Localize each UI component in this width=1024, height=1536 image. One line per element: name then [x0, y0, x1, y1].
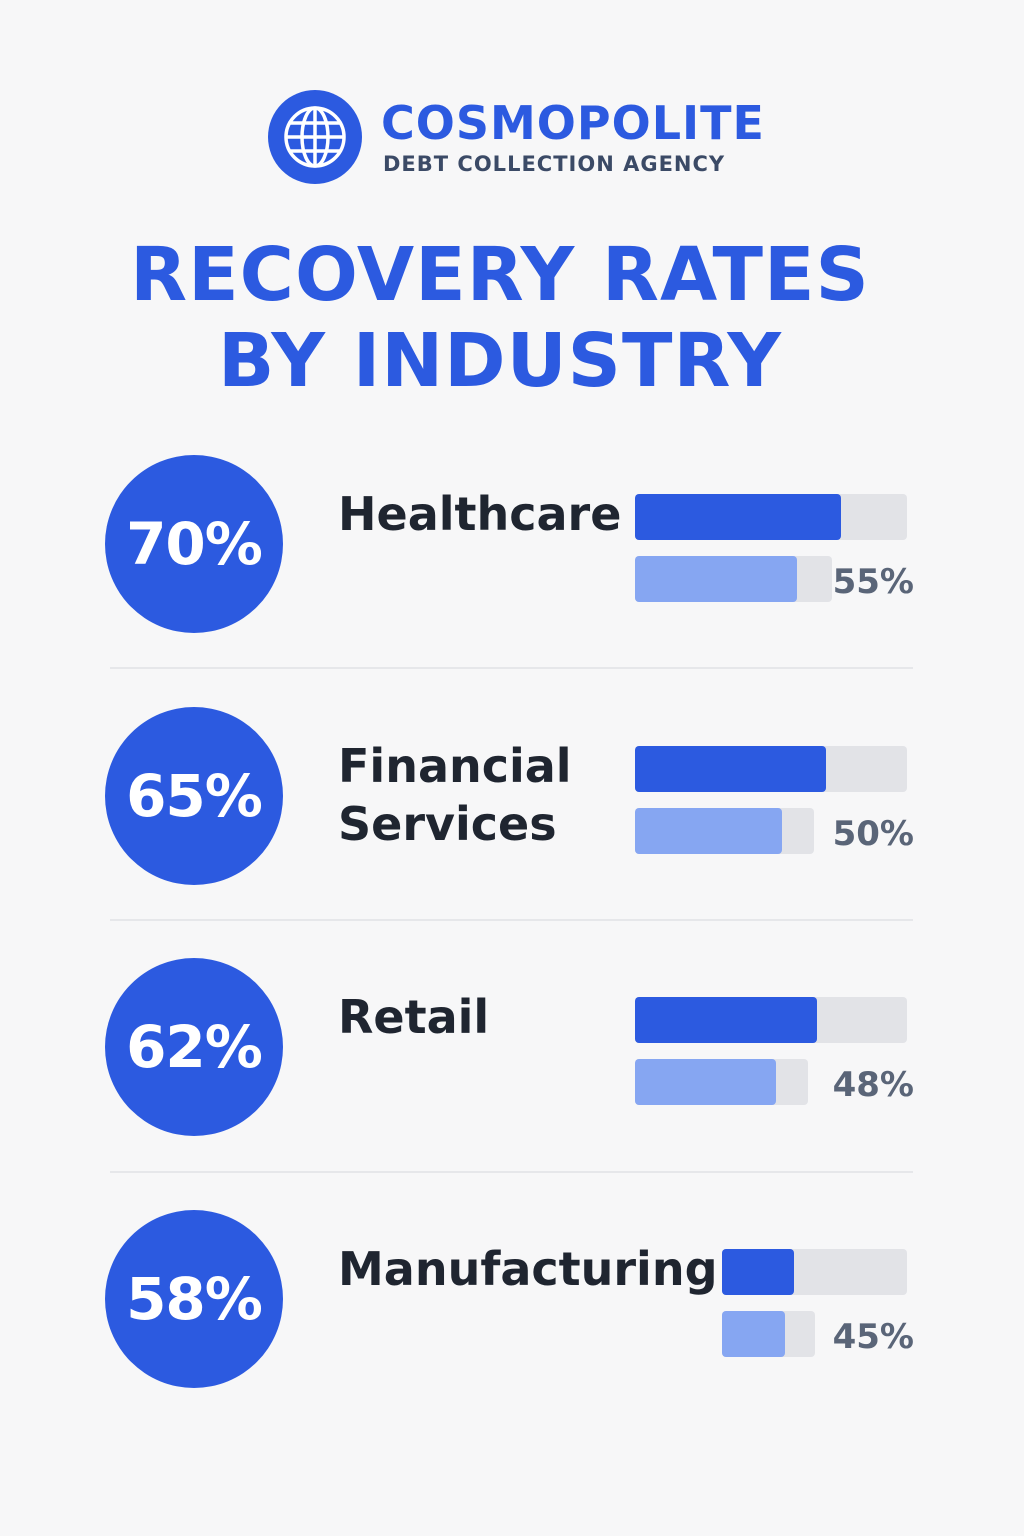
- chart-title-line-2: BY INDUSTRY: [218, 318, 782, 404]
- secondary-bar: [722, 1311, 785, 1357]
- primary-bar: [635, 494, 841, 540]
- primary-rate-label: 58%: [105, 1210, 283, 1388]
- primary-bar: [635, 746, 826, 792]
- secondary-rate-label: 45%: [832, 1317, 914, 1357]
- industry-label: Manufacturing: [338, 1242, 718, 1296]
- brand-header: COSMOPOLITE DEBT COLLECTION AGENCY: [268, 90, 788, 184]
- chart-title: RECOVERY RATES BY INDUSTRY: [0, 232, 1000, 404]
- secondary-bar: [635, 556, 797, 602]
- chart-title-line-1: RECOVERY RATES: [130, 232, 870, 318]
- primary-bar: [722, 1249, 794, 1295]
- secondary-bar-track: [635, 1059, 808, 1105]
- row-divider: [110, 1171, 913, 1173]
- secondary-rate-label: 50%: [832, 814, 914, 854]
- primary-rate-label: 62%: [105, 958, 283, 1136]
- secondary-rate-label: 48%: [832, 1065, 914, 1105]
- industry-label: Retail: [338, 990, 490, 1044]
- globe-icon: [268, 90, 362, 184]
- secondary-bar-track: [635, 556, 832, 602]
- primary-bar-track: [635, 746, 907, 792]
- secondary-bar-track: [722, 1311, 815, 1357]
- primary-rate-label: 65%: [105, 707, 283, 885]
- industry-row: 70% Healthcare 55%: [0, 455, 1024, 645]
- industry-label: Healthcare: [338, 487, 622, 541]
- industry-row: 65% Financial Services 50%: [0, 707, 1024, 897]
- primary-bar-track: [635, 997, 907, 1043]
- secondary-bar: [635, 1059, 776, 1105]
- brand-subtitle: DEBT COLLECTION AGENCY: [383, 152, 726, 176]
- primary-bar: [635, 997, 817, 1043]
- primary-bar-track: [635, 494, 907, 540]
- brand-name: COSMOPOLITE: [381, 96, 765, 150]
- industry-row: 58% Manufacturing 45%: [0, 1210, 1024, 1400]
- primary-bar-track: [722, 1249, 907, 1295]
- secondary-rate-label: 55%: [832, 562, 914, 602]
- primary-rate-label: 70%: [105, 455, 283, 633]
- industry-label: Financial Services: [338, 739, 572, 851]
- industry-row: 62% Retail 48%: [0, 958, 1024, 1148]
- row-divider: [110, 667, 913, 669]
- secondary-bar: [635, 808, 782, 854]
- row-divider: [110, 919, 913, 921]
- secondary-bar-track: [635, 808, 814, 854]
